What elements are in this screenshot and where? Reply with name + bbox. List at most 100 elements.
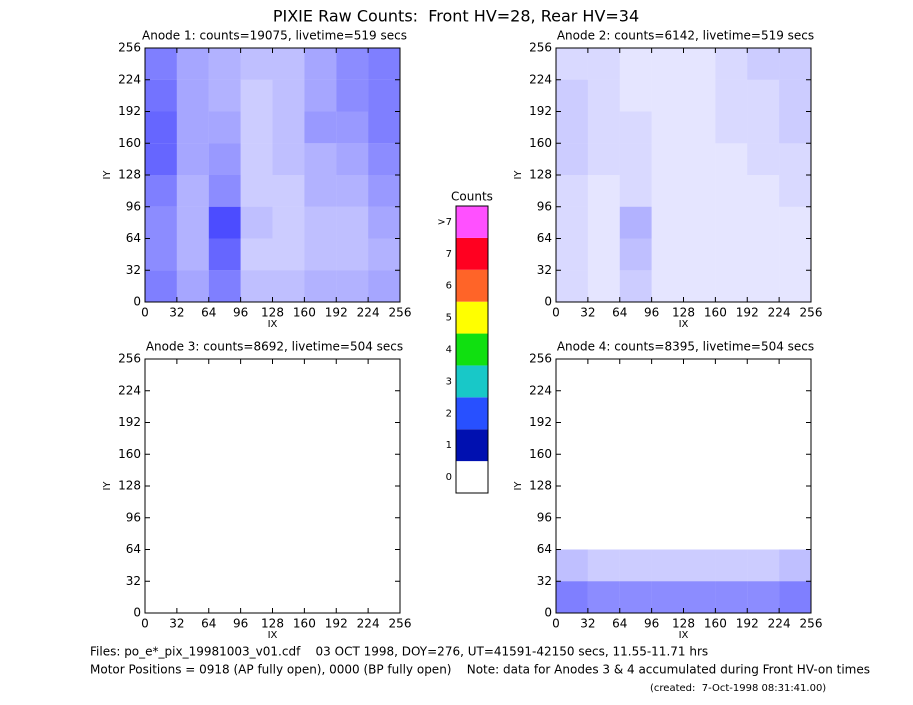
cell [715, 549, 748, 582]
cell [779, 206, 811, 239]
cell [240, 143, 273, 175]
colorbar-label: 5 [446, 313, 452, 324]
colorbar-title: Counts [451, 190, 493, 204]
cell [240, 238, 273, 271]
y-tick-label: 128 [529, 168, 552, 182]
cell [619, 549, 652, 582]
cell [336, 79, 369, 112]
cell [176, 79, 209, 112]
cell [209, 518, 241, 550]
x-tick-label: 128 [261, 306, 284, 320]
cell [177, 581, 209, 613]
cell [651, 175, 684, 207]
cell [336, 423, 368, 455]
cell [304, 486, 336, 518]
cell [683, 111, 716, 144]
cell [779, 270, 811, 302]
cell [241, 359, 273, 391]
cell [241, 454, 273, 486]
cell [715, 391, 747, 423]
cell [684, 359, 716, 391]
colorbar-label: 4 [446, 345, 452, 356]
cell [177, 423, 209, 455]
x-tick-label: 192 [325, 306, 348, 320]
cell [619, 206, 652, 239]
cell [715, 238, 748, 271]
cell [145, 550, 177, 582]
cell [715, 111, 748, 144]
x-tick-label: 256 [800, 306, 823, 320]
cell [779, 454, 811, 486]
cell [145, 486, 177, 518]
y-tick-label: 224 [118, 383, 141, 397]
y-tick-label: 256 [118, 352, 141, 366]
y-tick-label: 256 [118, 41, 141, 55]
cell [684, 454, 716, 486]
cell [241, 581, 273, 613]
cell [747, 391, 779, 423]
cell [336, 270, 369, 302]
cell [272, 143, 305, 175]
cell [273, 391, 305, 423]
cell [715, 48, 748, 80]
cell [651, 270, 684, 302]
x-tick-label: 128 [672, 306, 695, 320]
cell [747, 518, 779, 550]
cell [715, 175, 748, 207]
cell [177, 550, 209, 582]
cell [619, 48, 652, 80]
cell [208, 143, 241, 175]
cell [587, 238, 620, 271]
cell [683, 143, 716, 175]
cell [620, 359, 652, 391]
x-tick-label: 96 [644, 617, 659, 631]
x-tick-label: 192 [736, 617, 759, 631]
x-tick-label: 192 [325, 617, 348, 631]
colorbar-frame [455, 205, 489, 494]
cell [272, 206, 305, 239]
cell [715, 359, 747, 391]
cell [715, 581, 748, 613]
cell [208, 238, 241, 271]
y-tick-label: 256 [529, 352, 552, 366]
cell [240, 270, 273, 302]
cell [651, 79, 684, 112]
cell [779, 518, 811, 550]
cell [779, 486, 811, 518]
cell [272, 175, 305, 207]
cell [556, 79, 588, 112]
x-tick-label: 0 [141, 617, 149, 631]
cell [209, 423, 241, 455]
cell [177, 518, 209, 550]
y-tick-label: 192 [529, 415, 552, 429]
cell [587, 549, 620, 582]
cell [336, 359, 368, 391]
cell [336, 111, 369, 144]
cell [177, 359, 209, 391]
cell [683, 79, 716, 112]
cell [336, 206, 369, 239]
colorbar-swatch [456, 206, 488, 238]
cell [273, 550, 305, 582]
x-tick-label: 128 [261, 617, 284, 631]
cell [747, 423, 779, 455]
cell [651, 581, 684, 613]
cell [684, 518, 716, 550]
cell [620, 391, 652, 423]
cell [556, 111, 588, 144]
cell [240, 111, 273, 144]
cell [556, 581, 588, 613]
x-tick-label: 160 [704, 306, 727, 320]
cell [145, 175, 177, 207]
cell [747, 175, 780, 207]
cell [588, 486, 620, 518]
cell [240, 206, 273, 239]
cell [684, 423, 716, 455]
cell [336, 48, 369, 80]
cell [651, 111, 684, 144]
cell [779, 111, 811, 144]
cell [368, 423, 400, 455]
cell [304, 48, 337, 80]
cell [241, 518, 273, 550]
cell [209, 486, 241, 518]
